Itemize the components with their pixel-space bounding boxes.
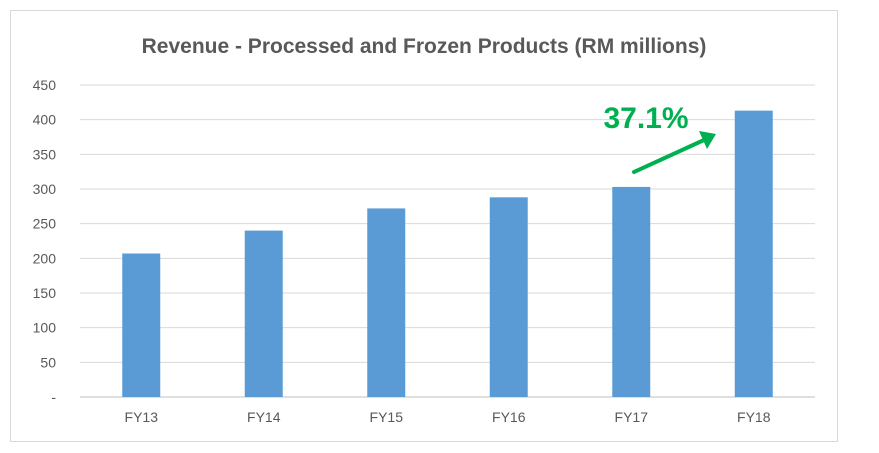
y-tick-label: 50 xyxy=(40,354,56,370)
growth-annotation: 37.1% xyxy=(603,102,716,174)
bar-fy13 xyxy=(122,253,161,397)
x-tick-label: FY13 xyxy=(125,409,159,425)
y-tick-label: 400 xyxy=(33,112,57,128)
y-tick-label: 100 xyxy=(33,320,57,336)
y-tick-label: 150 xyxy=(33,285,57,301)
chart-title: Revenue - Processed and Frozen Products … xyxy=(142,35,707,58)
y-tick-label: 450 xyxy=(33,77,57,93)
y-axis-ticks: - 50 100 150 200 250 300 350 400 450 xyxy=(33,77,57,405)
x-tick-label: FY14 xyxy=(247,409,281,425)
bars xyxy=(122,110,773,398)
growth-percent-label: 37.1% xyxy=(603,102,688,135)
growth-arrowhead-icon xyxy=(699,131,716,149)
bar-fy16 xyxy=(489,197,528,397)
gridlines xyxy=(80,84,815,398)
y-tick-label: 350 xyxy=(33,146,57,162)
x-axis-ticks: FY13 FY14 FY15 FY16 FY17 FY18 xyxy=(125,409,771,425)
y-tick-label: 250 xyxy=(33,216,57,232)
x-tick-label: FY17 xyxy=(615,409,649,425)
bar-fy17 xyxy=(612,186,651,397)
x-tick-label: FY16 xyxy=(492,409,526,425)
bar-fy14 xyxy=(244,230,283,397)
x-tick-label: FY15 xyxy=(370,409,404,425)
y-tick-label: 300 xyxy=(33,181,57,197)
x-tick-label: FY18 xyxy=(737,409,771,425)
growth-arrow-icon xyxy=(632,138,706,174)
y-tick-label: 200 xyxy=(33,250,57,266)
bar-fy18 xyxy=(734,110,773,398)
y-tick-label: - xyxy=(51,389,56,405)
bar-fy15 xyxy=(367,208,406,397)
